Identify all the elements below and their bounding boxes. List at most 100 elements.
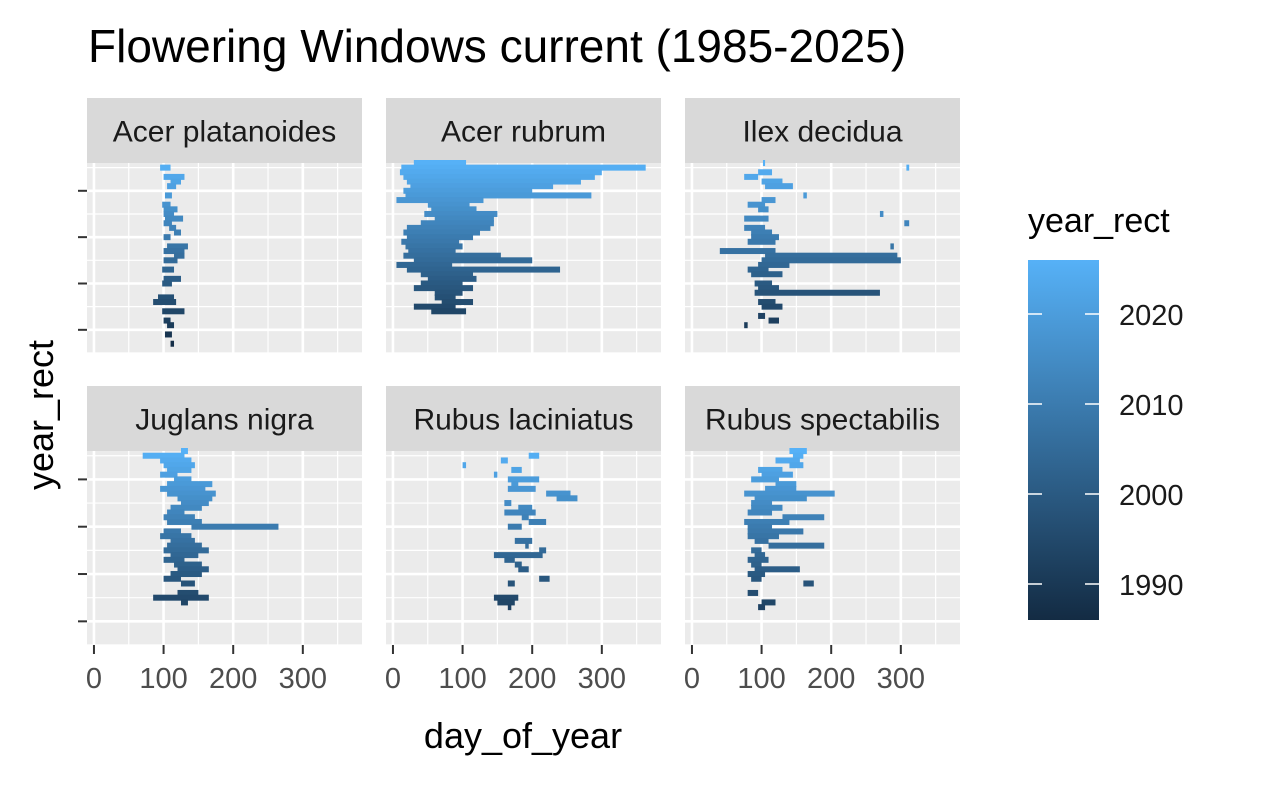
flowering-window-bar	[434, 289, 463, 296]
flowering-window-bar	[747, 556, 769, 563]
flowering-window-bar	[758, 466, 783, 473]
panel-background	[386, 451, 661, 645]
flowering-window-bar	[406, 266, 561, 273]
flowering-window-bar	[160, 457, 192, 464]
flowering-window-bar	[434, 215, 494, 222]
flowering-window-bar	[747, 533, 779, 540]
flowering-window-bar	[761, 303, 783, 310]
legend-tick-label: 1990	[1119, 570, 1184, 602]
flowering-window-bar	[775, 481, 797, 488]
panel-background	[87, 163, 362, 353]
x-tick-label: 0	[86, 663, 102, 695]
flowering-window-bar	[747, 589, 759, 596]
facet-panel: Rubus laciniatus 0 100 200 300	[385, 386, 661, 695]
facet-strip-label: Acer platanoides	[113, 116, 336, 149]
flowering-window-bar	[163, 248, 185, 255]
flowering-window-bar	[744, 518, 790, 525]
flowering-window-bar	[528, 518, 547, 525]
facet-panel: Acer platanoides	[78, 98, 362, 354]
flowering-window-bar	[758, 261, 790, 268]
flowering-window-bar	[180, 599, 188, 606]
flowering-window-bar	[163, 547, 209, 554]
flowering-window-bar	[177, 495, 213, 502]
flowering-window-bar	[180, 580, 195, 587]
x-tick-label: 300	[279, 663, 327, 695]
flowering-window-bar	[163, 514, 195, 521]
flowering-window-bar	[177, 566, 209, 573]
flowering-window-bar	[504, 556, 515, 563]
flowering-window-bar	[747, 528, 804, 535]
flowering-window-bar	[163, 257, 178, 264]
x-tick-label: 300	[578, 663, 626, 695]
flowering-window-bar	[174, 252, 185, 259]
flowering-window-bar	[507, 604, 512, 611]
flowering-window-bar	[768, 317, 779, 324]
flowering-window-bar	[403, 173, 595, 180]
flowering-window-bar	[162, 308, 185, 315]
flowering-window-bar	[160, 533, 192, 540]
flowering-window-bar	[751, 547, 762, 554]
flowering-window-bar	[507, 485, 536, 492]
flowering-window-bar	[539, 547, 547, 554]
flowering-window-bar	[493, 471, 498, 478]
flowering-window-bar	[744, 224, 766, 231]
flowering-window-bar	[142, 452, 185, 459]
flowering-window-bar	[431, 206, 477, 213]
flowering-window-bar	[754, 495, 807, 502]
facet-panel: Ilex decidua	[685, 98, 960, 354]
flowering-window-bar	[761, 178, 783, 185]
flowering-window-bar	[177, 589, 199, 596]
flowering-window-bar	[758, 285, 779, 292]
flowering-window-bar	[153, 299, 177, 306]
legend-colorbar	[1028, 260, 1099, 620]
flowering-window-bar	[180, 500, 209, 507]
x-axis-label: day_of_year	[424, 715, 622, 756]
flowering-window-bar	[719, 248, 776, 255]
flowering-window-bar	[758, 604, 766, 611]
flowering-window-bar	[758, 169, 773, 176]
flowering-window-bar	[413, 257, 533, 264]
flowering-window-bar	[163, 528, 181, 535]
flowering-window-bar	[761, 197, 776, 204]
flowering-window-bar	[765, 183, 793, 190]
legend-tick-label: 2010	[1119, 390, 1184, 422]
flowering-window-bar	[511, 466, 522, 473]
flowering-window-bar	[744, 490, 835, 497]
flowering-window-bar	[556, 495, 578, 502]
flowering-window-bar	[170, 571, 202, 578]
flowering-window-bar	[462, 462, 467, 469]
flowering-window-bar	[167, 243, 188, 250]
flowering-window-bar	[163, 317, 171, 324]
flowering-window-bar	[744, 173, 759, 180]
flowering-window-bar	[758, 299, 776, 306]
flowering-window-bar	[167, 518, 202, 525]
flowering-window-bar	[180, 448, 188, 454]
flowering-window-bar	[761, 599, 776, 606]
flowering-window-bar	[751, 504, 783, 511]
facet-panel: Rubus spectabilis 0 100 200 300	[684, 386, 960, 695]
flowering-window-bar	[497, 599, 515, 606]
facet-panel: Juglans nigra 0 100 200 300	[78, 386, 362, 695]
flowering-window-bar	[789, 462, 804, 469]
x-tick-label: 0	[385, 663, 401, 695]
flowering-window-bar	[413, 303, 456, 310]
flowering-window-bar	[758, 206, 769, 213]
legend-ticks: 1990 2000 2010 2020	[1028, 300, 1184, 602]
facet-strip	[87, 386, 362, 451]
flowering-window-bar	[167, 509, 185, 516]
flowering-window-bar	[413, 285, 474, 292]
flowering-window-bar	[751, 575, 762, 582]
x-tick-label: 100	[139, 663, 187, 695]
flowering-window-bar	[170, 552, 199, 559]
flowering-window-bar	[754, 566, 800, 573]
flowering-window-bar	[528, 452, 540, 459]
facet-strip-label: Ilex decidua	[742, 116, 902, 149]
facet-strip	[386, 98, 661, 163]
flowering-window-bar	[403, 252, 501, 259]
flowering-window-bar	[504, 500, 512, 507]
flowering-window-bar	[420, 271, 474, 278]
flowering-window-bar	[434, 294, 456, 301]
flowering-window-bar	[167, 183, 177, 190]
flowering-window-bar	[174, 561, 202, 568]
